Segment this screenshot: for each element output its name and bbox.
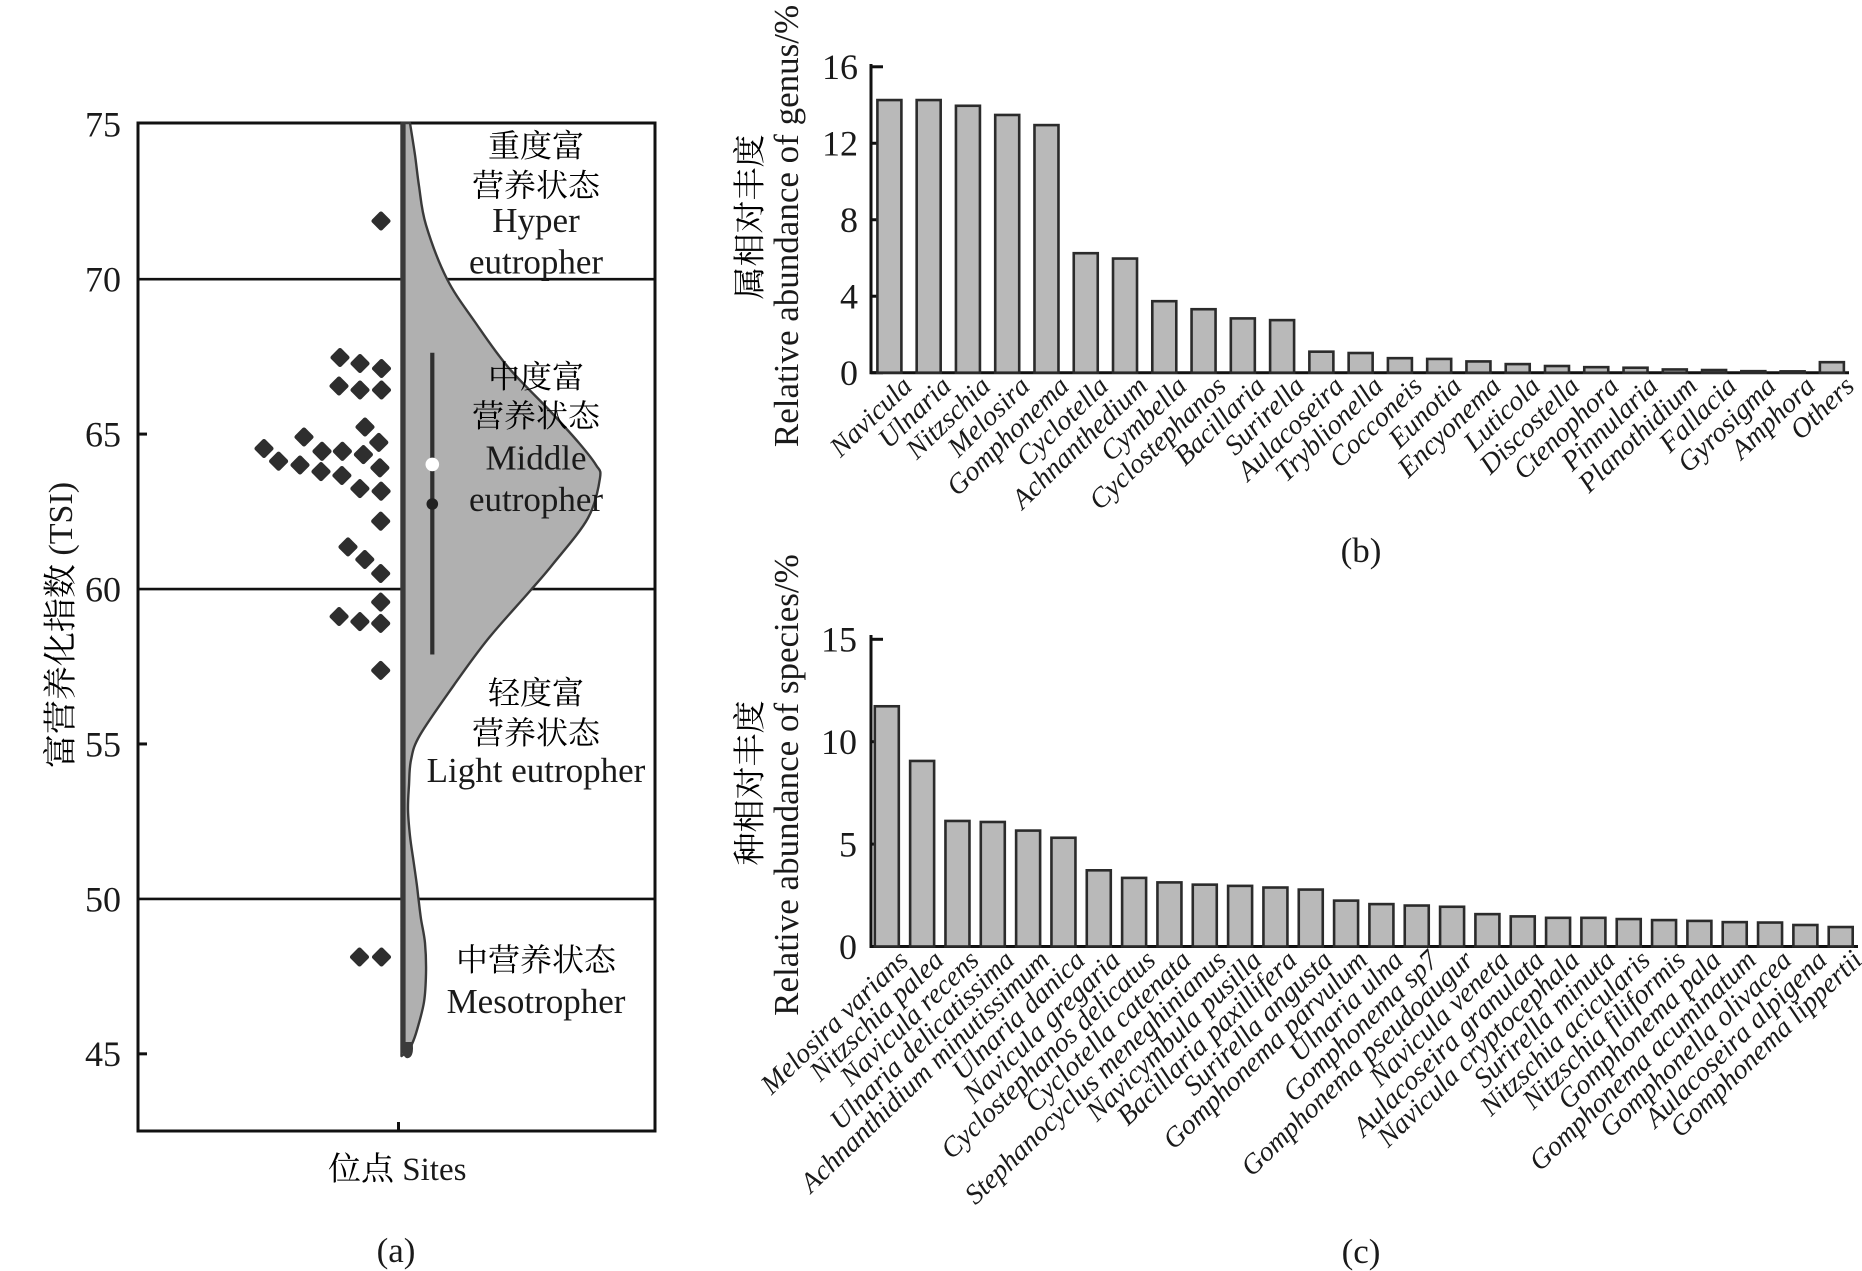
svg-text:15: 15	[821, 620, 857, 660]
svg-text:4: 4	[840, 277, 858, 317]
svg-text:Relative abundance of genus/%: Relative abundance of genus/%	[767, 5, 806, 447]
svg-text:55: 55	[85, 724, 121, 764]
svg-text:(c): (c)	[1342, 1232, 1381, 1271]
svg-text:60: 60	[85, 569, 121, 609]
svg-text:10: 10	[821, 722, 857, 762]
svg-text:65: 65	[85, 415, 121, 455]
svg-text:Sites: Sites	[394, 1152, 466, 1188]
svg-text:Relative abundance of species/: Relative abundance of species/%	[767, 554, 806, 1016]
svg-text:0: 0	[839, 927, 857, 967]
svg-text:50: 50	[85, 879, 121, 919]
svg-text:45: 45	[85, 1034, 121, 1074]
svg-text:16: 16	[822, 47, 858, 87]
svg-text:12: 12	[822, 124, 858, 164]
svg-text:70: 70	[85, 260, 121, 300]
svg-text:(b): (b)	[1341, 531, 1382, 570]
svg-text:5: 5	[839, 825, 857, 865]
svg-text:8: 8	[840, 200, 858, 240]
svg-text:0: 0	[840, 353, 858, 393]
svg-text:Hyper: Hyper	[492, 201, 580, 240]
svg-text:Light eutropher: Light eutropher	[427, 751, 646, 790]
svg-text:(TSI): (TSI)	[43, 482, 80, 564]
svg-text:Mesotropher: Mesotropher	[447, 982, 626, 1021]
svg-text:(a): (a)	[377, 1231, 416, 1270]
svg-text:Middle: Middle	[485, 439, 586, 478]
svg-text:75: 75	[85, 105, 121, 145]
svg-text:eutropher: eutropher	[469, 480, 603, 519]
svg-text:eutropher: eutropher	[469, 243, 603, 282]
